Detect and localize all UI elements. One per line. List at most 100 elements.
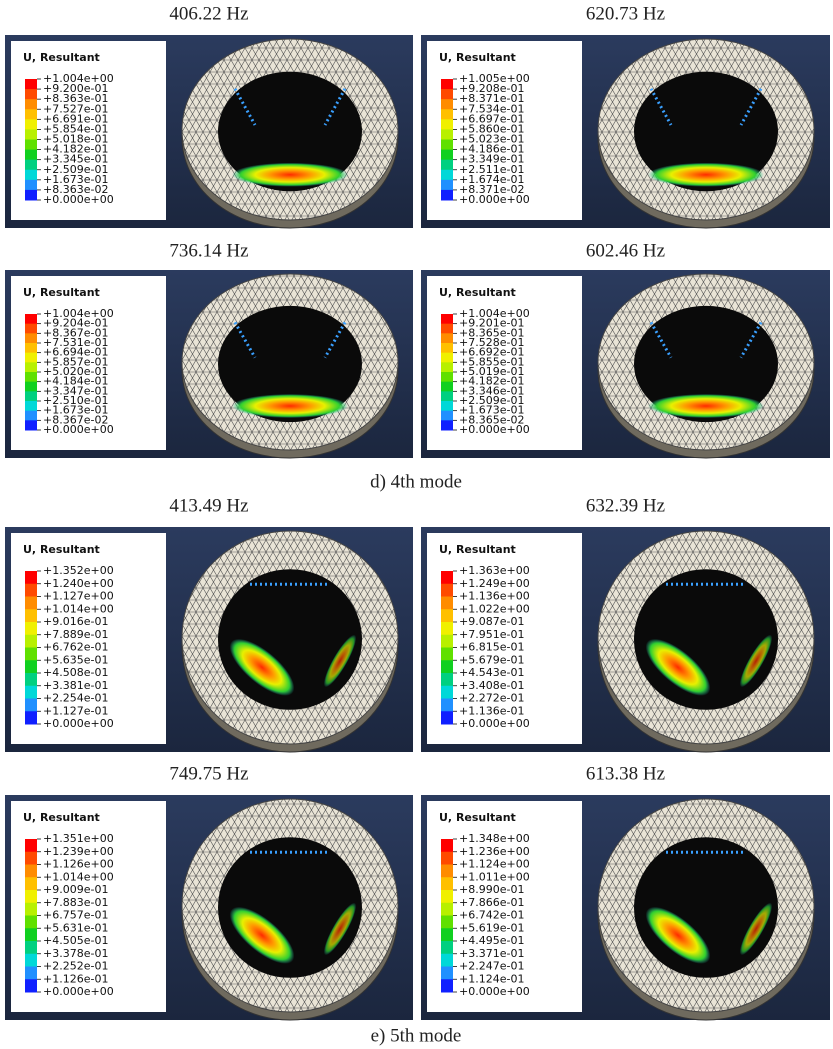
legend-color-band	[441, 372, 453, 382]
legend-label: +7.883e-01	[43, 896, 108, 909]
legend-color-band	[25, 362, 37, 372]
legend-label: +2.247e-01	[459, 960, 524, 973]
legend-title: U, Resultant	[439, 286, 516, 299]
legend-label: +1.127e+00	[43, 590, 114, 603]
legend-color-band	[25, 928, 37, 941]
legend-color-band	[25, 140, 37, 151]
legend-label: +0.000e+00	[43, 985, 114, 998]
legend-label: +5.619e-01	[459, 921, 524, 934]
legend-color-band	[25, 343, 37, 353]
figure: 406.22 Hz U, Resultant+1.004e+00+9.200e-0…	[0, 0, 833, 1049]
legend-color-band	[25, 353, 37, 363]
legend-label: +9.087e-01	[459, 615, 524, 628]
legend-color-band	[25, 89, 37, 100]
legend-color-band	[25, 648, 37, 661]
legend-color-band	[441, 170, 453, 181]
legend-label: +9.016e-01	[43, 615, 108, 628]
group-caption: e) 5th mode	[371, 1025, 462, 1046]
legend-label: +3.378e-01	[43, 947, 108, 960]
legend-color-band	[441, 160, 453, 171]
legend-color-band	[25, 99, 37, 110]
legend-label: +5.631e-01	[43, 921, 108, 934]
legend-color-band	[25, 584, 37, 597]
legend-color-band	[441, 711, 453, 724]
legend-color-band	[441, 967, 453, 980]
legend-label: +4.543e-01	[459, 666, 524, 679]
legend-color-band	[25, 852, 37, 865]
legend-label: +2.272e-01	[459, 692, 524, 705]
legend-label: +4.495e-01	[459, 934, 524, 947]
legend-color-band	[25, 314, 37, 324]
legend-label: +1.014e+00	[43, 870, 114, 883]
legend-title: U, Resultant	[439, 811, 516, 824]
legend-color-band	[441, 839, 453, 852]
legend-color-band	[441, 391, 453, 401]
legend-color-band	[25, 711, 37, 724]
legend-label: +1.348e+00	[459, 832, 530, 845]
legend-label: +9.009e-01	[43, 883, 108, 896]
panel: U, Resultant+1.004e+00+9.204e-01+8.367e-…	[5, 270, 413, 458]
deformation-hotspot	[232, 163, 348, 187]
legend-color-band	[25, 979, 37, 992]
legend-label: +8.990e-01	[459, 883, 524, 896]
legend-color-band	[441, 877, 453, 890]
legend-color-band	[25, 954, 37, 967]
legend-label: +7.889e-01	[43, 628, 108, 641]
panel-title: 632.39 Hz	[586, 495, 665, 516]
panel-title: 406.22 Hz	[169, 3, 248, 24]
legend-color-band	[441, 954, 453, 967]
legend-color-band	[441, 362, 453, 372]
legend-color-band	[441, 99, 453, 110]
legend-label: +2.254e-01	[43, 692, 108, 705]
legend-color-band	[441, 180, 453, 191]
legend-label: +2.252e-01	[43, 960, 108, 973]
legend-color-band	[441, 119, 453, 130]
legend-label: +1.126e+00	[43, 858, 114, 871]
legend-color-band	[25, 865, 37, 878]
deformation-hotspot	[648, 163, 764, 187]
legend-color-band	[441, 353, 453, 363]
legend-color-band	[441, 660, 453, 673]
legend-color-band	[25, 79, 37, 90]
legend-label: +1.127e-01	[43, 704, 108, 717]
panel: U, Resultant+1.004e+00+9.200e-01+8.363e-…	[5, 35, 413, 228]
legend-label: +7.866e-01	[459, 896, 524, 909]
legend-label: +3.371e-01	[459, 947, 524, 960]
legend-label: +3.408e-01	[459, 679, 524, 692]
panel-title: 613.38 Hz	[586, 763, 665, 784]
legend-title: U, Resultant	[23, 543, 100, 556]
legend-color-band	[441, 635, 453, 648]
legend-color-band	[441, 916, 453, 929]
legend-color-band	[441, 903, 453, 916]
legend-label: +0.000e+00	[43, 423, 114, 436]
legend-color-band	[441, 852, 453, 865]
panel: U, Resultant+1.004e+00+9.201e-01+8.365e-…	[421, 270, 830, 458]
legend-color-band	[25, 170, 37, 181]
legend-label: +6.757e-01	[43, 909, 108, 922]
legend-color-band	[25, 877, 37, 890]
legend-color-band	[25, 324, 37, 334]
legend-color-band	[441, 686, 453, 699]
legend-title: U, Resultant	[439, 51, 516, 64]
legend-color-band	[441, 597, 453, 610]
panel-title: 736.14 Hz	[169, 240, 248, 261]
legend-label: +0.000e+00	[459, 985, 530, 998]
legend-color-band	[441, 314, 453, 324]
legend-color-band	[25, 890, 37, 903]
legend-label: +1.236e+00	[459, 845, 530, 858]
legend-color-band	[441, 411, 453, 421]
legend-label: +0.000e+00	[43, 193, 114, 206]
legend-title: U, Resultant	[23, 286, 100, 299]
legend-color-band	[441, 699, 453, 712]
deformation-hotspot	[232, 394, 348, 418]
legend-label: +1.124e-01	[459, 972, 524, 985]
legend-color-band	[25, 622, 37, 635]
legend-label: +7.951e-01	[459, 628, 524, 641]
panel-title: 749.75 Hz	[169, 763, 248, 784]
legend-label: +4.505e-01	[43, 934, 108, 947]
legend-label: +0.000e+00	[459, 423, 530, 436]
legend-color-band	[441, 865, 453, 878]
legend-color-band	[25, 401, 37, 411]
legend-color-band	[25, 190, 37, 201]
legend-color-band	[25, 411, 37, 421]
